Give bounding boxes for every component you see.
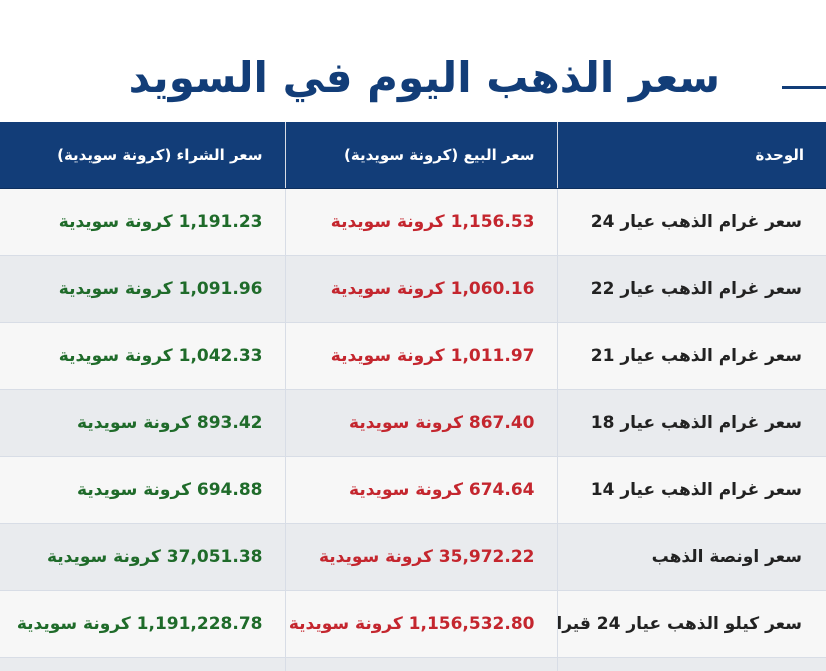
header-buy-price: سعر الشراء (كرونة سويدية) — [0, 122, 285, 189]
buy-price-cell: 893.42 كرونة سويدية — [0, 389, 285, 457]
unit-cell: سعر غرام الذهب عيار 21 — [556, 322, 826, 390]
sell-price-cell: 1,156,532.80 كرونة سويدية — [284, 590, 557, 658]
header-sell-price: سعر البيع (كرونة سويدية) — [284, 122, 557, 189]
buy-price-cell: 1,042.33 كرونة سويدية — [0, 322, 285, 390]
unit-cell: سعر غرام الذهب عيار 24 — [556, 188, 826, 256]
page-title: سعر الذهب اليوم في السويد — [128, 53, 720, 102]
table-row-partial — [0, 657, 826, 671]
table-row: سعر غرام الذهب عيار 21 1,011.97 كرونة سو… — [0, 322, 826, 390]
buy-price-cell: 1,191,228.78 كرونة سويدية — [0, 590, 285, 658]
sell-price-cell: 674.64 كرونة سويدية — [284, 456, 557, 524]
unit-cell: سعر غرام الذهب عيار 22 — [556, 255, 826, 323]
sell-price-cell: 1,156.53 كرونة سويدية — [284, 188, 557, 256]
empty-cell — [556, 657, 826, 671]
title-section: سعر الذهب اليوم في السويد — [0, 0, 826, 122]
sell-price-cell: 1,060.16 كرونة سويدية — [284, 255, 557, 323]
buy-price-cell: 1,091.96 كرونة سويدية — [0, 255, 285, 323]
header-unit: الوحدة — [556, 122, 826, 189]
unit-cell: سعر كيلو الذهب عيار 24 قيراط — [556, 590, 826, 658]
sell-price-cell: 867.40 كرونة سويدية — [284, 389, 557, 457]
table-row: سعر كيلو الذهب عيار 24 قيراط 1,156,532.8… — [0, 590, 826, 658]
buy-price-cell: 37,051.38 كرونة سويدية — [0, 523, 285, 591]
table-row: سعر غرام الذهب عيار 24 1,156.53 كرونة سو… — [0, 188, 826, 256]
unit-cell: سعر غرام الذهب عيار 14 — [556, 456, 826, 524]
empty-cell — [284, 657, 557, 671]
empty-cell — [0, 657, 285, 671]
sell-price-cell: 35,972.22 كرونة سويدية — [284, 523, 557, 591]
title-underline — [782, 86, 826, 89]
unit-cell: سعر غرام الذهب عيار 18 — [556, 389, 826, 457]
gold-price-table: الوحدة سعر البيع (كرونة سويدية) سعر الشر… — [0, 122, 826, 671]
table-header-row: الوحدة سعر البيع (كرونة سويدية) سعر الشر… — [0, 122, 826, 189]
sell-price-cell: 1,011.97 كرونة سويدية — [284, 322, 557, 390]
table-row: سعر اونصة الذهب 35,972.22 كرونة سويدية 3… — [0, 523, 826, 591]
buy-price-cell: 694.88 كرونة سويدية — [0, 456, 285, 524]
table-row: سعر غرام الذهب عيار 22 1,060.16 كرونة سو… — [0, 255, 826, 323]
buy-price-cell: 1,191.23 كرونة سويدية — [0, 188, 285, 256]
table-row: سعر غرام الذهب عيار 18 867.40 كرونة سويد… — [0, 389, 826, 457]
unit-cell: سعر اونصة الذهب — [556, 523, 826, 591]
table-row: سعر غرام الذهب عيار 14 674.64 كرونة سويد… — [0, 456, 826, 524]
